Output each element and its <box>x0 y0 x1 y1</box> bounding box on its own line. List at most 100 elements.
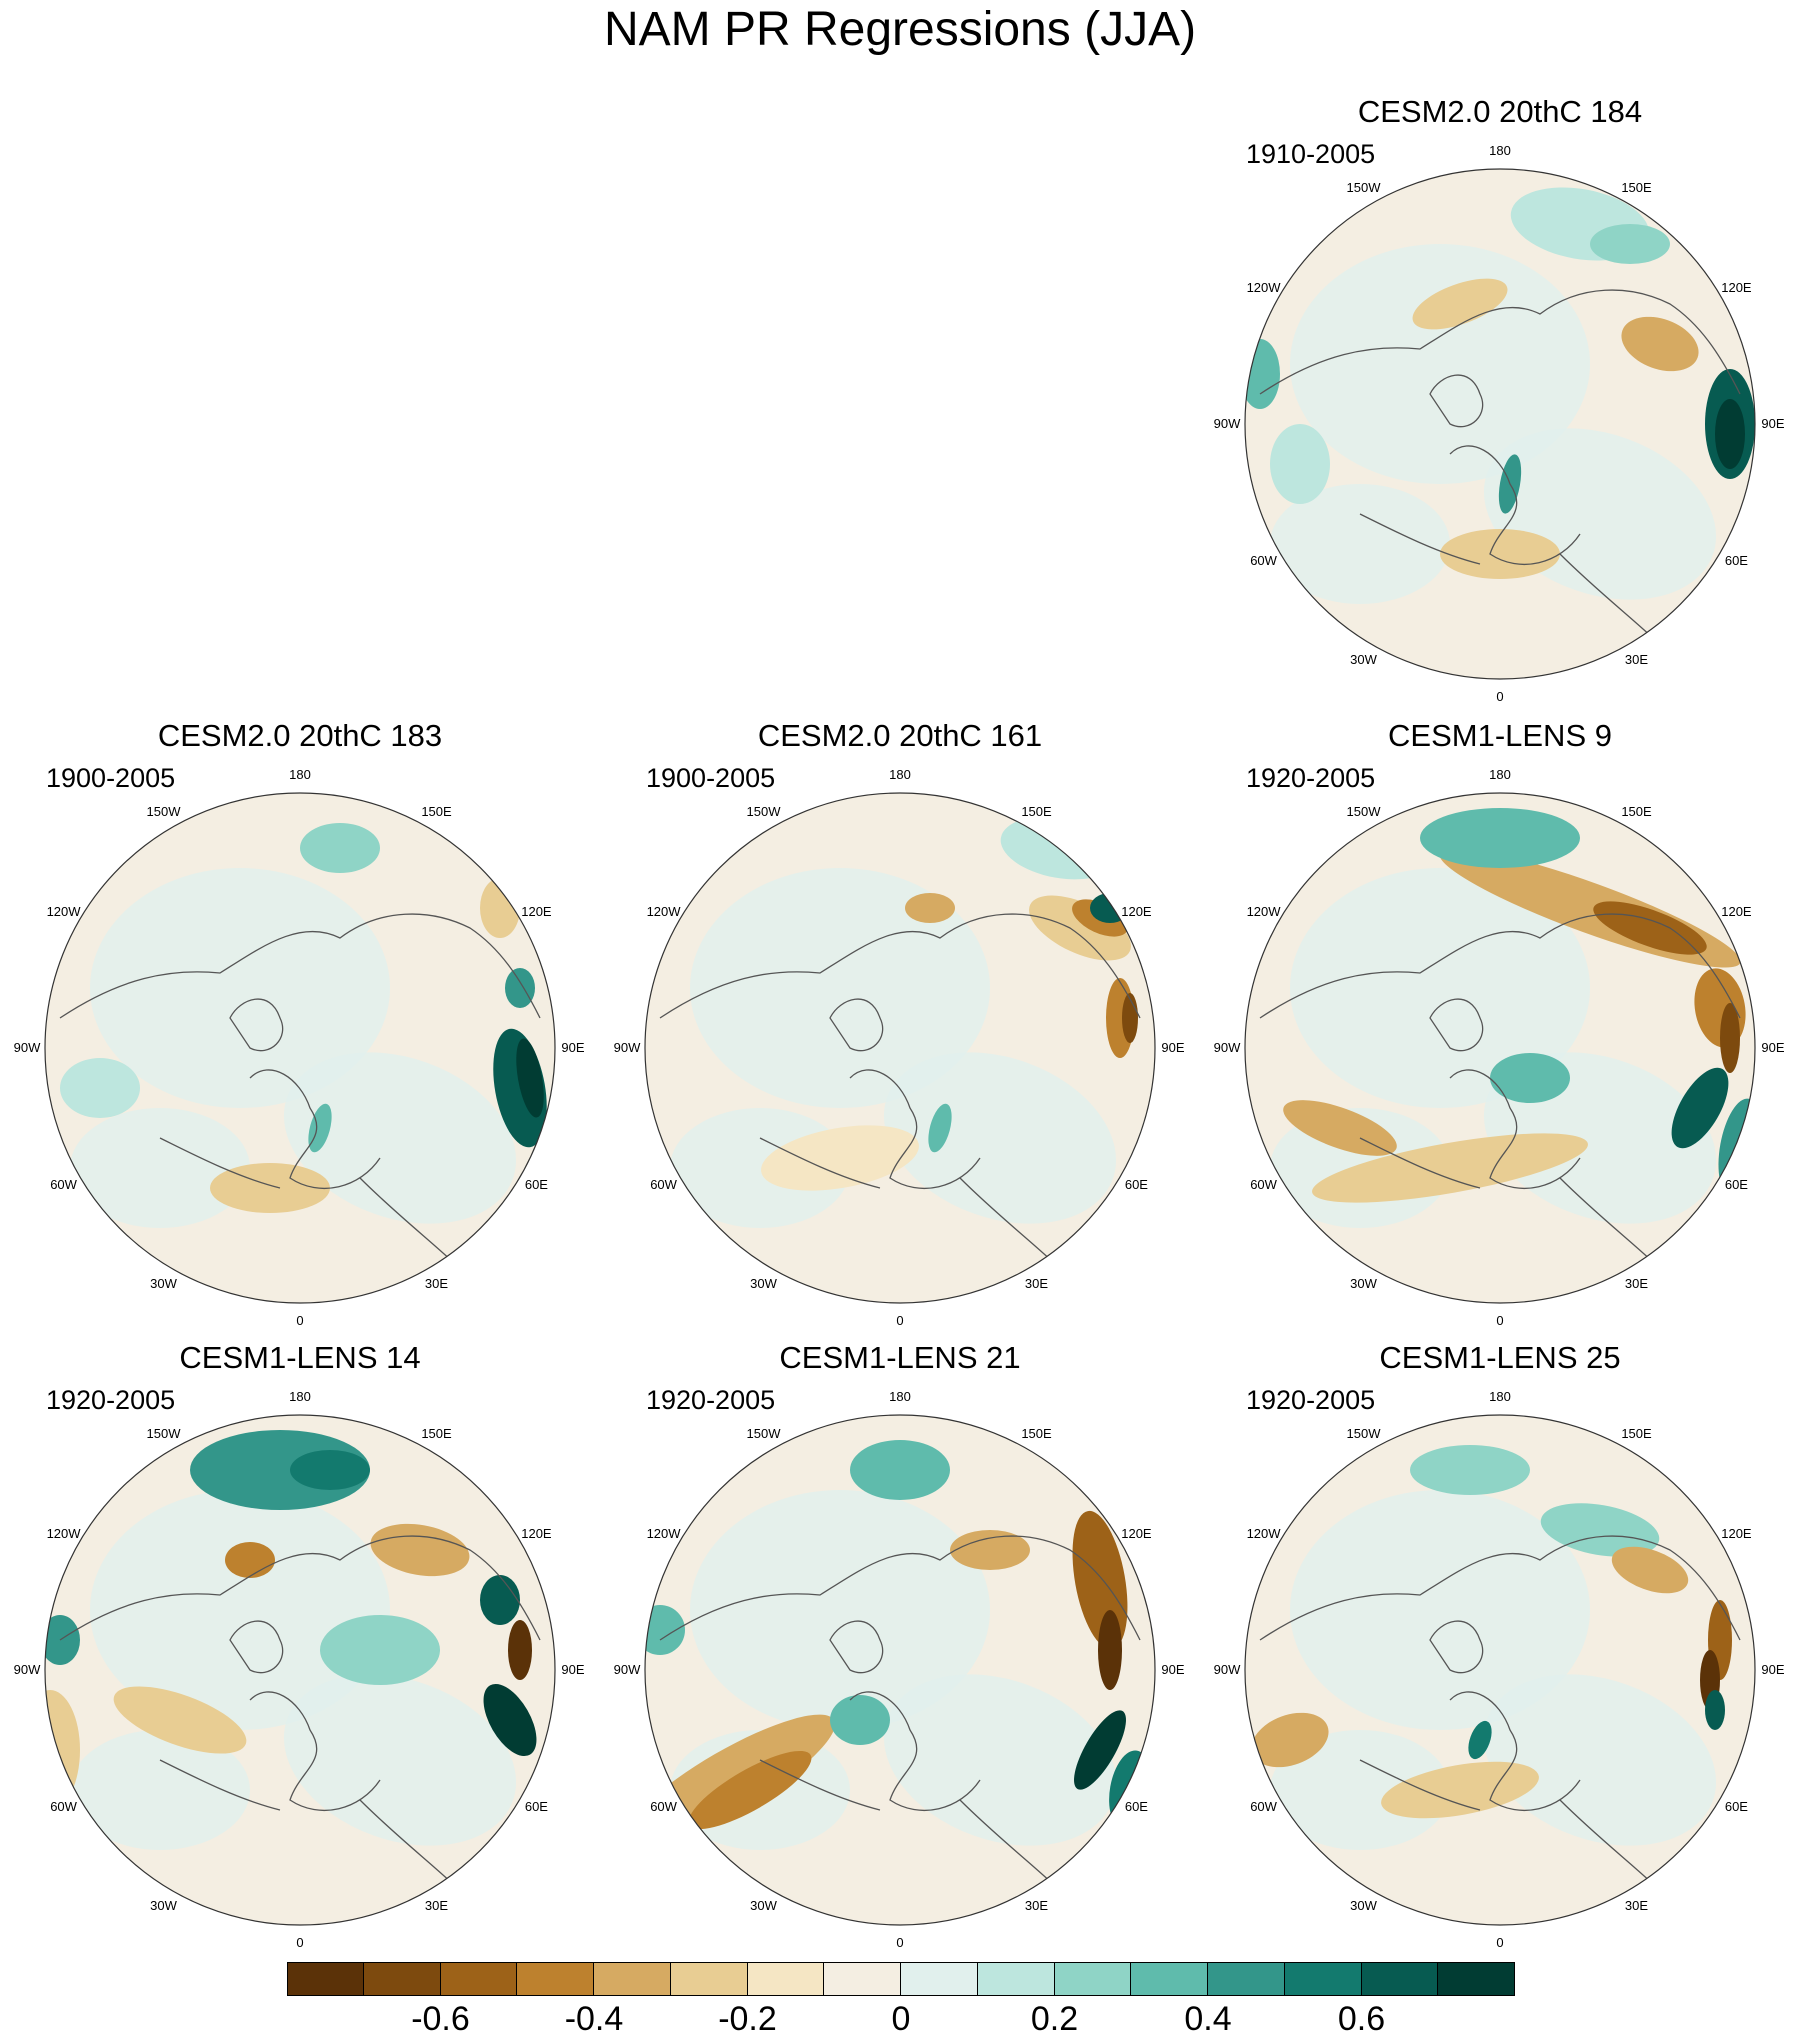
longitude-label: 30W <box>750 1276 777 1292</box>
longitude-label: 0 <box>1496 1313 1504 1328</box>
longitude-label: 120W <box>1246 903 1281 919</box>
longitude-label: 30E <box>1624 1898 1649 1914</box>
longitude-label: 120E <box>1121 903 1152 919</box>
longitude-label: 90W <box>1213 416 1241 431</box>
map-contour-patch <box>90 1490 390 1730</box>
longitude-label: 120E <box>1721 279 1752 295</box>
colorbar-box <box>1208 1962 1285 1996</box>
longitude-label: 90W <box>13 1040 41 1055</box>
colorbar-box <box>363 1962 441 1996</box>
colorbar-tick-label: -0.2 <box>718 2000 777 2038</box>
colorbar-box <box>747 1962 825 1996</box>
longitude-label: 60E <box>1724 1176 1748 1192</box>
panel-title: CESM2.0 20thC 184 <box>1357 94 1643 129</box>
coastline <box>59 1535 541 1901</box>
colorbar-box <box>1054 1962 1132 1996</box>
map-contour-patch <box>883 1052 1117 1224</box>
longitude-label: 180 <box>889 1389 911 1404</box>
map-boundary <box>1244 168 1756 680</box>
map-boundary <box>44 792 556 1304</box>
longitude-label: 150W <box>746 803 781 819</box>
map-contour-patch <box>1270 1730 1450 1850</box>
longitude-label: 0 <box>1496 689 1504 704</box>
polar-stereographic-map <box>644 792 1156 1304</box>
longitude-label: 180 <box>1489 143 1511 158</box>
longitude-label: 60W <box>50 1798 77 1814</box>
longitude-label: 120W <box>646 1525 681 1541</box>
map-contour-patch <box>225 1542 275 1578</box>
map-contour-patch <box>516 1038 544 1118</box>
longitude-label: 120W <box>1246 279 1281 295</box>
map-contour-patch <box>1251 1712 1329 1768</box>
map-contour-patch <box>90 868 390 1108</box>
map-panel-p3: CESM2.0 20thC 161 180 150E 120E 90E 60E 30E 0 30… <box>600 718 1200 1328</box>
colorbar-box <box>901 1962 978 1996</box>
colorbar-box <box>1284 1962 1362 1996</box>
map-contour-patch <box>60 1058 140 1118</box>
colorbar-box <box>1361 1962 1439 1996</box>
longitude-label: 90E <box>561 1040 585 1055</box>
polar-stereographic-map <box>1244 792 1756 1304</box>
map-contour-patch <box>690 868 990 1108</box>
colorbar-box <box>440 1962 518 1996</box>
map-contour-patch <box>1290 244 1590 484</box>
longitude-label: 30W <box>1350 652 1377 668</box>
map-contour-patch <box>645 1605 685 1655</box>
panel-title: CESM1-LENS 25 <box>1379 1340 1621 1375</box>
longitude-label: 60E <box>524 1798 548 1814</box>
longitude-label: 90E <box>561 1662 585 1677</box>
coastline <box>59 913 541 1279</box>
longitude-label: 90W <box>1213 1040 1241 1055</box>
map-boundary <box>644 792 1156 1304</box>
map-contour-patch <box>905 893 955 923</box>
map-contour-patch <box>290 1450 370 1490</box>
longitude-label: 60W <box>1250 552 1277 568</box>
longitude-label: 150W <box>1346 179 1381 195</box>
longitude-label: 0 <box>896 1935 904 1950</box>
longitude-label: 60E <box>1124 1176 1148 1192</box>
longitude-label: 30E <box>1624 652 1649 668</box>
longitude-label: 150E <box>421 1425 452 1441</box>
polar-stereographic-map <box>44 792 556 1304</box>
map-contour-patch <box>70 1108 250 1228</box>
polar-stereographic-map <box>1244 168 1756 680</box>
panel-period: 1920-2005 <box>646 1385 776 1415</box>
longitude-label: 30W <box>1350 1276 1377 1292</box>
longitude-label: 120E <box>521 1525 552 1541</box>
colorbar-tick-label: 0.6 <box>1337 2000 1386 2038</box>
map-contour-patch <box>1270 424 1330 504</box>
longitude-label: 150W <box>746 1425 781 1441</box>
longitude-label: 90E <box>1161 1040 1185 1055</box>
colorbar-tick-label: 0.2 <box>1030 2000 1079 2038</box>
colorbar-box <box>824 1962 901 1996</box>
map-contour-patch <box>480 1575 520 1625</box>
longitude-label: 180 <box>1489 767 1511 782</box>
longitude-label: 150E <box>1021 803 1052 819</box>
colorbar-box <box>1131 1962 1208 1996</box>
longitude-label: 30E <box>424 1898 449 1914</box>
panel-title: CESM1-LENS 14 <box>179 1340 421 1375</box>
polar-stereographic-map <box>644 1414 1156 1926</box>
map-contour-patch <box>1270 484 1450 604</box>
map-boundary <box>44 1414 556 1926</box>
map-contour-patch <box>45 1690 80 1810</box>
map-contour-patch <box>830 1695 890 1745</box>
longitude-label: 60W <box>1250 1798 1277 1814</box>
longitude-label: 90E <box>1761 1040 1785 1055</box>
longitude-label: 180 <box>289 767 311 782</box>
map-contour-patch <box>1490 1053 1570 1103</box>
map-contour-patch <box>883 1674 1117 1846</box>
map-contour-patch <box>113 1686 247 1754</box>
map-contour-patch <box>1468 1720 1492 1760</box>
map-contour-patch <box>300 823 380 873</box>
map-contour-patch <box>1312 1133 1588 1203</box>
coastline <box>659 1535 1141 1901</box>
map-contour-patch <box>690 1490 990 1730</box>
coastline <box>1259 913 1741 1279</box>
longitude-label: 60W <box>650 1176 677 1192</box>
longitude-label: 60E <box>1724 1798 1748 1814</box>
polar-stereographic-map <box>1244 1414 1756 1926</box>
colorbar-box <box>1438 1962 1515 1996</box>
map-contour-patch <box>1483 1674 1717 1846</box>
colorbar-tick-label: 0.4 <box>1184 2000 1232 2038</box>
